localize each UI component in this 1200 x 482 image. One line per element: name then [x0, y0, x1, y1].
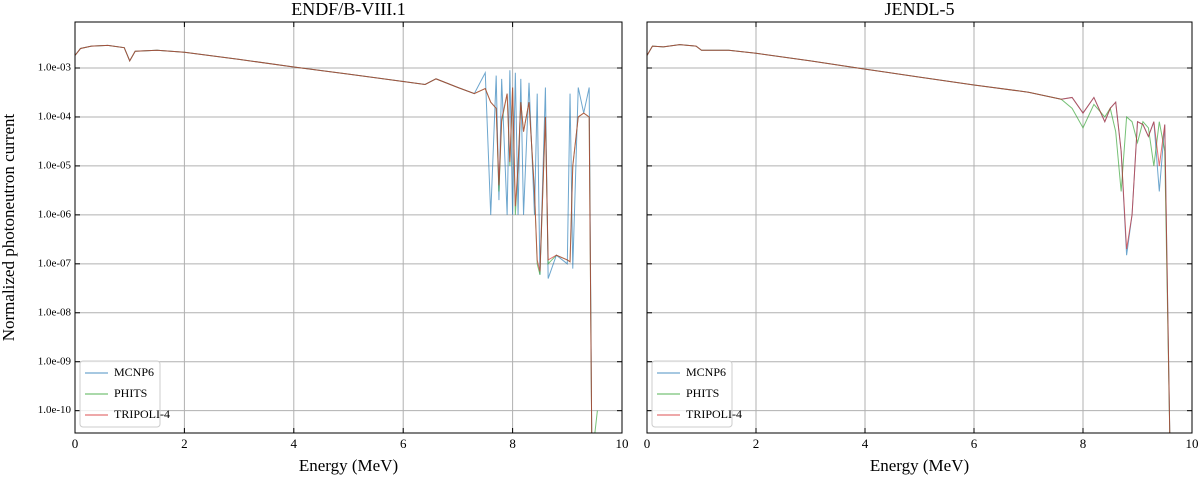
panel: 0 2 4 6 8 10 1.0e-10 1.0e-09 1.0e-08 1.0e-07 1.0e-…: [0, 0, 629, 475]
legend-label: MCNP6: [686, 365, 726, 379]
legend-box: [651, 360, 733, 428]
plot-frame: [74, 21, 623, 434]
x-tick-label: 2: [753, 436, 760, 451]
series-line: [75, 44, 593, 433]
x-tick-label: 8: [509, 436, 516, 451]
legend-label: PHITS: [114, 386, 147, 400]
panel: 0 2 4 6 8 10 JENDL-5 Energy (MeV) MCNP6 PHITS TRIP…: [644, 0, 1199, 475]
x-tick-label: 8: [1080, 436, 1087, 451]
plot-frame: [646, 21, 1193, 434]
y-tick-label: 1.0e-05: [38, 159, 72, 171]
x-tick-label: 4: [291, 436, 298, 451]
series-group: [75, 44, 598, 433]
series-line: [647, 44, 1171, 433]
series-group: [647, 44, 1171, 433]
chart-title: JENDL-5: [885, 0, 955, 19]
y-tick-label: 1.0e-09: [38, 355, 72, 367]
y-tick-label: 1.0e-07: [38, 257, 72, 269]
x-tick-label: 4: [862, 436, 869, 451]
x-tick-label: 10: [616, 436, 629, 451]
legend-box: [79, 360, 161, 428]
legend-label: TRIPOLI-4: [686, 407, 742, 421]
x-tick-label: 2: [181, 436, 188, 451]
x-tick-label: 10: [1186, 436, 1199, 451]
y-axis-label: Normalized photoneutron current: [0, 113, 18, 341]
x-tick-label: 6: [400, 436, 407, 451]
x-tick-label: 6: [971, 436, 978, 451]
y-tick-label: 1.0e-10: [38, 404, 72, 416]
chart-title: ENDF/B-VIII.1: [291, 0, 406, 19]
y-tick-label: 1.0e-03: [38, 62, 72, 74]
legend-label: PHITS: [686, 386, 719, 400]
y-tick-label: 1.0e-04: [38, 110, 72, 122]
legend-label: TRIPOLI-4: [114, 407, 170, 421]
y-tick-label: 1.0e-08: [38, 306, 72, 318]
y-tick-label: 1.0e-06: [38, 208, 72, 220]
x-tick-label: 0: [72, 436, 79, 451]
x-axis-label: Energy (MeV): [299, 456, 398, 475]
legend-label: MCNP6: [114, 365, 154, 379]
x-axis-label: Energy (MeV): [870, 456, 969, 475]
x-tick-label: 0: [644, 436, 651, 451]
